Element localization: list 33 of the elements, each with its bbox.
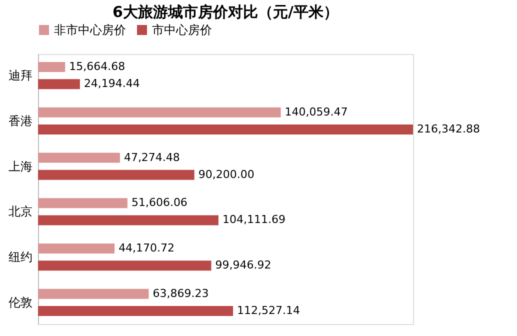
data-label: 47,274.48: [124, 150, 180, 164]
legend-label: 非市中心房价: [54, 23, 126, 37]
data-label: 216,342.88: [417, 122, 480, 136]
bar: [38, 170, 194, 180]
data-label: 90,200.00: [198, 168, 254, 181]
bar: [38, 152, 120, 163]
y-tick-label: 北京: [8, 204, 32, 219]
bar: [38, 107, 281, 118]
bar: [38, 306, 234, 316]
data-label: 51,606.06: [131, 196, 188, 210]
data-label: 24,194.44: [84, 77, 140, 90]
y-tick-label: 香港: [8, 114, 32, 128]
data-label: 44,170.72: [118, 242, 175, 255]
data-label: 99,946.92: [215, 258, 272, 272]
bar: [38, 124, 413, 134]
data-label: 104,111.69: [222, 213, 286, 226]
bar: [38, 288, 149, 299]
y-tick-label: 纽约: [8, 250, 32, 264]
bar: [38, 260, 212, 271]
bar: [38, 198, 128, 208]
legend-label: 市中心房价: [152, 23, 212, 37]
y-tick-label: 迪拜: [8, 68, 32, 83]
y-tick-label: 上海: [8, 159, 32, 174]
bar: [38, 62, 66, 72]
data-label: 140,059.47: [284, 105, 348, 118]
data-label: 112,527.14: [237, 304, 300, 317]
data-label: 63,869.23: [152, 286, 209, 300]
bar: [38, 244, 115, 254]
data-label: 15,664.68: [69, 60, 126, 74]
chart-title: 6大旅游城市房价对比（元/平米）: [112, 3, 338, 21]
y-tick-label: 伦敦: [8, 295, 32, 310]
bar: [38, 215, 218, 226]
bar: [38, 79, 80, 90]
